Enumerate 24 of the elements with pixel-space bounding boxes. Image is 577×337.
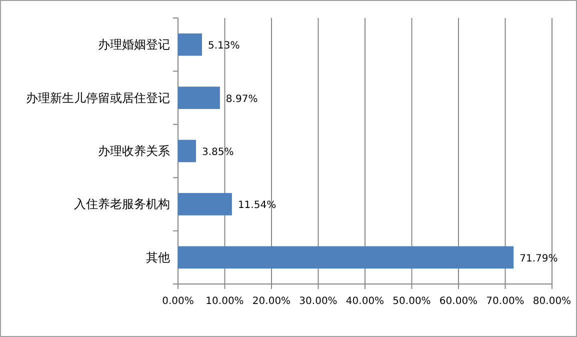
x-tick-label: 50.00% (392, 296, 431, 307)
y-tick-label: 办理新生儿停留或居住登记 (26, 90, 170, 105)
data-label: 11.54% (238, 200, 276, 212)
bar (178, 33, 202, 56)
y-tick-label: 办理婚姻登记 (98, 38, 170, 52)
x-tick-label: 40.00% (346, 296, 384, 307)
bar (178, 246, 514, 269)
data-label: 8.97% (226, 94, 258, 105)
x-tick-label: 60.00% (439, 296, 478, 307)
bar (178, 140, 196, 162)
data-label: 5.13% (208, 40, 240, 52)
x-tick-label: 80.00% (532, 296, 572, 307)
y-tick-label: 其他 (146, 250, 170, 264)
data-label: 71.79% (520, 253, 558, 264)
x-tick-label: 20.00% (252, 296, 291, 307)
bar (178, 86, 220, 109)
x-tick-label: 10.00% (206, 296, 244, 307)
data-label: 3.85% (202, 147, 234, 158)
x-tick-label: 70.00% (486, 296, 524, 307)
bar (178, 193, 232, 216)
x-tick-label: 0.00% (162, 296, 194, 307)
y-tick-label: 办理收养关系 (98, 144, 170, 158)
y-tick-label: 入住养老服务机构 (74, 197, 170, 212)
x-tick-label: 30.00% (299, 296, 338, 307)
